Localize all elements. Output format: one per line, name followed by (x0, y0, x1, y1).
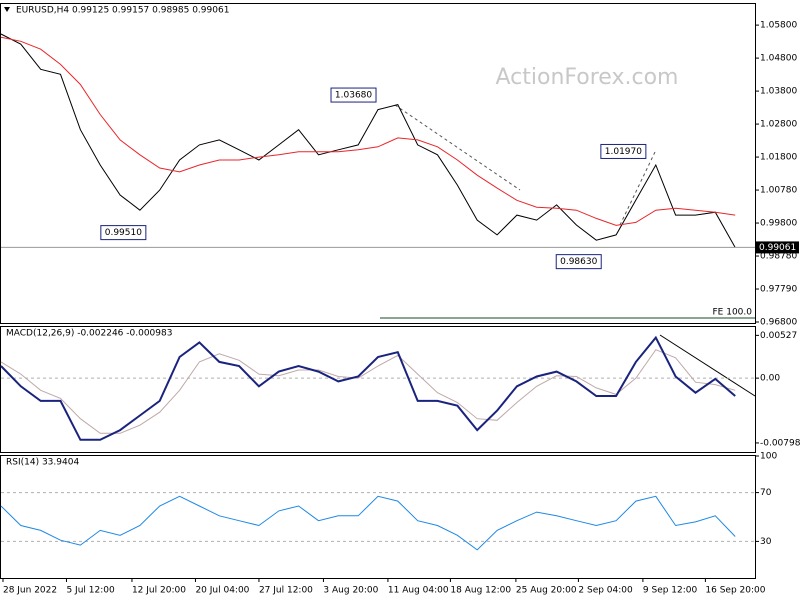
y-tick-label: 0.97790 (760, 285, 797, 295)
x-tick-label: 9 Sep 12:00 (643, 586, 698, 596)
annotation-box (100, 225, 147, 241)
panel-title: EURUSD,H4 0.99125 0.99157 0.98985 0.9906… (16, 6, 229, 16)
price-panel (0, 3, 756, 324)
y-tick-label: 70 (760, 488, 772, 498)
symbol-icon (4, 7, 10, 12)
x-tick-label: 5 Jul 12:00 (66, 586, 115, 596)
panel-title: MACD(12,26,9) -0.002246 -0.000983 (6, 329, 172, 339)
y-tick-label: 1.02800 (760, 120, 797, 130)
panel-title: RSI(14) 33.9404 (6, 458, 79, 468)
x-tick-label: 3 Aug 20:00 (323, 586, 378, 596)
trend-line (619, 151, 656, 226)
x-tick-label: 27 Jul 12:00 (259, 586, 313, 596)
y-tick-label: 1.01800 (760, 153, 797, 163)
y-tick-label: 1.03800 (760, 87, 797, 97)
y-tick-label: 100 (760, 452, 777, 462)
trend-line (394, 104, 521, 191)
last-price-label: 0.99061 (759, 243, 796, 253)
series-line (0, 36, 736, 226)
x-tick-label: 18 Aug 12:00 (450, 586, 511, 596)
y-tick-label: 0.98780 (760, 252, 797, 262)
series-line (0, 335, 736, 441)
x-tick-label: 25 Aug 20:00 (516, 586, 577, 596)
y-tick-label: 0.99800 (760, 219, 797, 229)
rsi-panel (0, 455, 756, 579)
y-tick-label: 1.04800 (760, 54, 797, 64)
macd-trend-line (659, 334, 756, 397)
watermark: ActionForex.com (496, 65, 679, 90)
y-tick-label: 1.05800 (760, 21, 797, 31)
last-price-box (756, 241, 799, 254)
series-line (0, 33, 736, 248)
y-tick-label: -0.007984 (760, 438, 800, 448)
annotation-label: 0.98630 (560, 257, 597, 267)
annotation-label: 1.03680 (335, 91, 372, 101)
x-tick-label: 16 Sep 20:00 (705, 586, 765, 596)
y-tick-label: 0.00 (760, 374, 780, 384)
y-tick-label: 30 (760, 537, 772, 547)
annotation-box (555, 254, 602, 270)
x-tick-label: 20 Jul 04:00 (195, 586, 249, 596)
macd-panel (0, 326, 756, 453)
annotation-box (600, 143, 647, 159)
x-tick-label: 2 Sep 04:00 (578, 586, 633, 596)
fe-label: FE 100.0 (713, 308, 753, 318)
y-tick-label: 0.00527 (760, 331, 797, 341)
x-tick-label: 12 Jul 20:00 (132, 586, 186, 596)
x-tick-label: 11 Aug 04:00 (388, 586, 449, 596)
annotation-label: 1.01970 (605, 147, 642, 157)
y-tick-label: 0.96800 (760, 318, 797, 328)
series-line (0, 349, 736, 434)
y-tick-label: 1.00780 (760, 186, 797, 196)
annotation-box (330, 87, 377, 103)
x-tick-label: 28 Jun 2022 (3, 586, 57, 596)
annotation-label: 0.99510 (105, 228, 142, 238)
series-line (0, 495, 736, 551)
